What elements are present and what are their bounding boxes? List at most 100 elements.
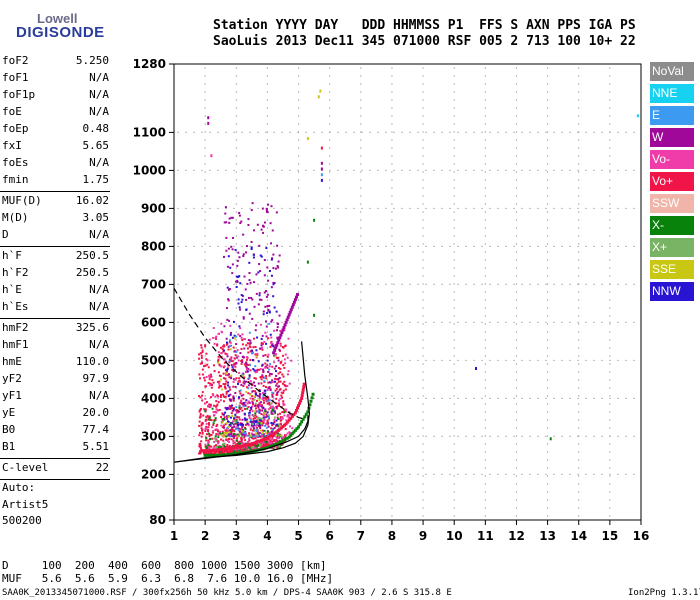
echo-point [245, 308, 248, 311]
echo-point [251, 401, 254, 404]
grid-dot [625, 397, 627, 399]
grid-dot [297, 459, 300, 461]
echo-point [222, 413, 225, 416]
grid-dot [569, 397, 571, 399]
legend-item: E [650, 106, 694, 125]
echo-point [243, 337, 246, 340]
echo-point [246, 440, 249, 443]
grid-dot [401, 283, 403, 285]
grid-dot [513, 397, 515, 399]
echo-point [254, 437, 257, 440]
grid-dot [422, 275, 424, 277]
echo-point [263, 291, 266, 294]
grid-dot [609, 195, 611, 197]
echo-point [249, 397, 252, 400]
echo-point [222, 366, 225, 369]
grid-dot [578, 379, 580, 381]
echo-point [272, 281, 275, 284]
grid-dot [609, 467, 611, 469]
echo-point [248, 377, 251, 380]
trace-point [292, 413, 296, 417]
grid-dot [453, 323, 455, 325]
grid-dot [329, 371, 331, 373]
grid-dot [422, 515, 424, 517]
grid-dot [547, 419, 549, 421]
grid-dot [360, 123, 362, 125]
grid-dot [547, 427, 549, 429]
param-name: hmE [2, 355, 22, 368]
echo-point [274, 355, 277, 358]
grid-dot [193, 131, 195, 133]
grid-dot [545, 435, 547, 437]
echo-point [267, 416, 270, 419]
param-row: B1 5.51 [2, 440, 109, 456]
grid-dot [453, 515, 455, 517]
param-value: 97.9 [82, 372, 110, 385]
echo-point [248, 312, 251, 315]
echo-point [230, 422, 233, 425]
echo-point [279, 371, 282, 374]
grid-dot [609, 473, 611, 475]
echo-point [258, 409, 261, 412]
echo-point [205, 352, 208, 355]
grid-dot [617, 169, 619, 171]
grid-dot [553, 359, 555, 361]
grid-dot [609, 323, 611, 325]
echo-point [242, 435, 245, 438]
param-row: hmF1 N/A [2, 338, 109, 354]
param-value: N/A [89, 88, 109, 101]
grid-dot [417, 283, 419, 285]
grid-dot [204, 219, 206, 221]
echo-point [210, 375, 213, 378]
echo-point [224, 212, 227, 215]
echo-point [254, 390, 257, 393]
echo-point [204, 429, 207, 432]
echo-point [232, 363, 235, 366]
echo-point [261, 417, 264, 420]
echo-point [201, 394, 204, 397]
grid-dot [484, 203, 486, 205]
grid-dot [201, 321, 203, 323]
grid-dot [369, 169, 371, 171]
echo-point [223, 445, 226, 448]
grid-dot [369, 245, 371, 247]
grid-dot [633, 397, 635, 399]
echo-point [257, 360, 260, 363]
echo-point [216, 344, 219, 347]
grid-dot [609, 283, 611, 285]
grid-dot [329, 473, 331, 475]
echo-point [254, 409, 257, 412]
grid-dot [561, 359, 563, 361]
grid-dot [289, 245, 291, 247]
grid-dot [329, 169, 331, 171]
grid-dot [401, 397, 403, 399]
grid-dot [578, 499, 580, 501]
echo-point [205, 418, 208, 421]
grid-dot [329, 259, 331, 261]
echo-point [270, 205, 273, 208]
echo-point [200, 448, 203, 451]
param-value: 16.02 [75, 194, 109, 207]
param-row: M(D) 3.05 [2, 211, 109, 227]
grid-dot [391, 363, 393, 365]
grid-dot [377, 245, 379, 247]
grid-dot [422, 387, 424, 389]
trace-point [306, 410, 310, 414]
param-row: hmF2 325.6 [2, 321, 109, 337]
echo-point [275, 438, 278, 441]
echo-point [259, 323, 262, 326]
echo-point [233, 357, 236, 360]
grid-dot [422, 299, 424, 301]
echo-point [228, 361, 231, 364]
echo-point [275, 267, 278, 270]
grid-dot [578, 491, 580, 493]
grid-dot [235, 395, 237, 397]
grid-dot [360, 243, 362, 245]
trace-point [277, 338, 281, 342]
grid-dot [547, 211, 549, 213]
echo-point [230, 356, 233, 359]
echo-point [250, 447, 253, 450]
echo-point [234, 365, 237, 368]
echo-point [269, 333, 272, 336]
grid-dot [433, 397, 435, 399]
